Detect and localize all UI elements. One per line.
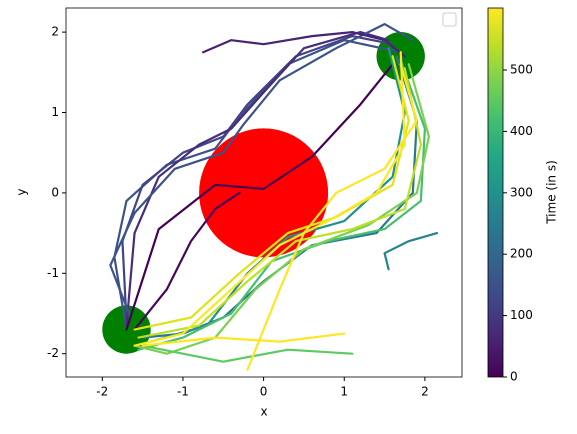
x-tick-label: 0 [260, 385, 268, 399]
colorbar-tick-label: 400 [510, 124, 533, 138]
trajectory [133, 55, 410, 331]
x-tick-label: 1 [340, 385, 348, 399]
y-tick-label: -2 [47, 346, 59, 360]
x-tick-label: -2 [96, 385, 108, 399]
colorbar-tick-label: 0 [510, 370, 518, 384]
x-tick-label: 2 [421, 385, 429, 399]
trajectory [141, 344, 354, 363]
x-axis-label: x [260, 405, 267, 419]
colorbar [487, 7, 504, 378]
region-circle [199, 128, 329, 258]
y-tick-label: 1 [51, 105, 59, 119]
trajectory [383, 231, 439, 271]
colorbar-tick-label: 100 [510, 308, 533, 322]
y-tick-label: 0 [51, 185, 59, 199]
colorbar-tick-label: 300 [510, 185, 533, 199]
y-tick-label: 2 [51, 25, 59, 39]
trajectory [202, 31, 406, 58]
x-tick-label: -1 [177, 385, 189, 399]
colorbar-tick-label: 500 [510, 63, 533, 77]
trajectory [125, 31, 390, 327]
y-axis-label: y [15, 188, 29, 195]
trajectory [141, 332, 346, 347]
colorbar-tick-label: 200 [510, 247, 533, 261]
trajectory [137, 67, 422, 339]
trajectory [125, 63, 394, 331]
legend [442, 12, 457, 27]
y-tick-label: -1 [47, 266, 59, 280]
plot-area [102, 22, 439, 371]
trajectory [113, 39, 402, 331]
colorbar-label: Time (in s) [545, 160, 559, 225]
trajectory [133, 191, 241, 331]
trajectory [246, 63, 418, 371]
trajectory [133, 63, 431, 355]
trajectory [109, 22, 414, 319]
